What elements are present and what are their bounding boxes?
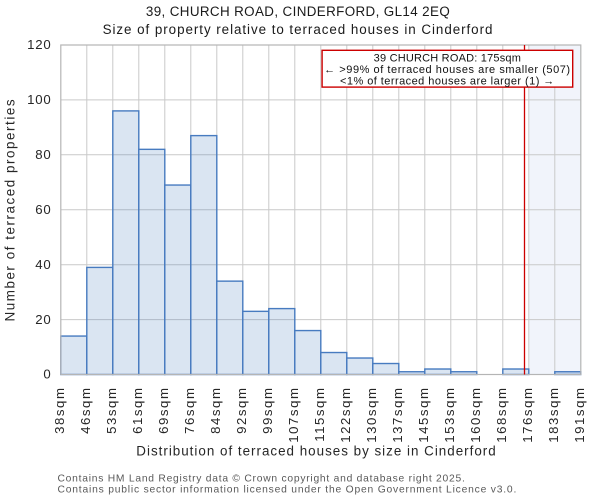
svg-text:130sqm: 130sqm [364, 387, 379, 443]
svg-text:115sqm: 115sqm [312, 387, 327, 442]
svg-text:137sqm: 137sqm [390, 387, 405, 443]
svg-text:92sqm: 92sqm [234, 387, 249, 434]
svg-text:168sqm: 168sqm [494, 387, 509, 443]
svg-text:Size of property relative to t: Size of property relative to terraced ho… [103, 22, 494, 37]
svg-text:122sqm: 122sqm [338, 387, 353, 443]
svg-text:Distribution of terraced house: Distribution of terraced houses by size … [136, 444, 496, 459]
svg-text:145sqm: 145sqm [416, 387, 431, 443]
svg-text:39, CHURCH ROAD, CINDERFORD, G: 39, CHURCH ROAD, CINDERFORD, GL14 2EQ [146, 4, 450, 19]
svg-text:40: 40 [35, 257, 51, 272]
svg-text:84sqm: 84sqm [208, 387, 223, 434]
svg-text:<1% of terraced houses are lar: <1% of terraced houses are larger (1) → [340, 76, 555, 88]
svg-text:69sqm: 69sqm [156, 387, 171, 434]
svg-text:100: 100 [27, 92, 51, 107]
svg-text:160sqm: 160sqm [468, 387, 483, 443]
svg-text:53sqm: 53sqm [104, 387, 119, 434]
svg-text:Contains HM Land Registry data: Contains HM Land Registry data © Crown c… [58, 474, 466, 485]
svg-text:120: 120 [27, 37, 51, 52]
svg-text:60: 60 [35, 202, 51, 217]
svg-text:20: 20 [35, 312, 51, 327]
svg-text:38sqm: 38sqm [52, 387, 67, 434]
svg-text:153sqm: 153sqm [442, 387, 457, 443]
svg-text:61sqm: 61sqm [130, 387, 145, 434]
svg-text:99sqm: 99sqm [260, 387, 275, 434]
svg-text:80: 80 [35, 147, 51, 162]
svg-text:39 CHURCH ROAD: 175sqm: 39 CHURCH ROAD: 175sqm [374, 52, 521, 64]
svg-text:183sqm: 183sqm [546, 387, 561, 443]
svg-text:176sqm: 176sqm [520, 387, 535, 443]
svg-text:191sqm: 191sqm [572, 387, 587, 443]
svg-text:Number of terraced properties: Number of terraced properties [3, 98, 18, 322]
svg-text:76sqm: 76sqm [182, 387, 197, 434]
svg-text:0: 0 [43, 367, 51, 382]
svg-text:107sqm: 107sqm [286, 387, 301, 443]
svg-text:Contains public sector informa: Contains public sector information licen… [58, 485, 518, 496]
svg-text:← >99% of terraced houses are: ← >99% of terraced houses are smaller (5… [324, 64, 571, 76]
svg-text:46sqm: 46sqm [78, 387, 93, 434]
